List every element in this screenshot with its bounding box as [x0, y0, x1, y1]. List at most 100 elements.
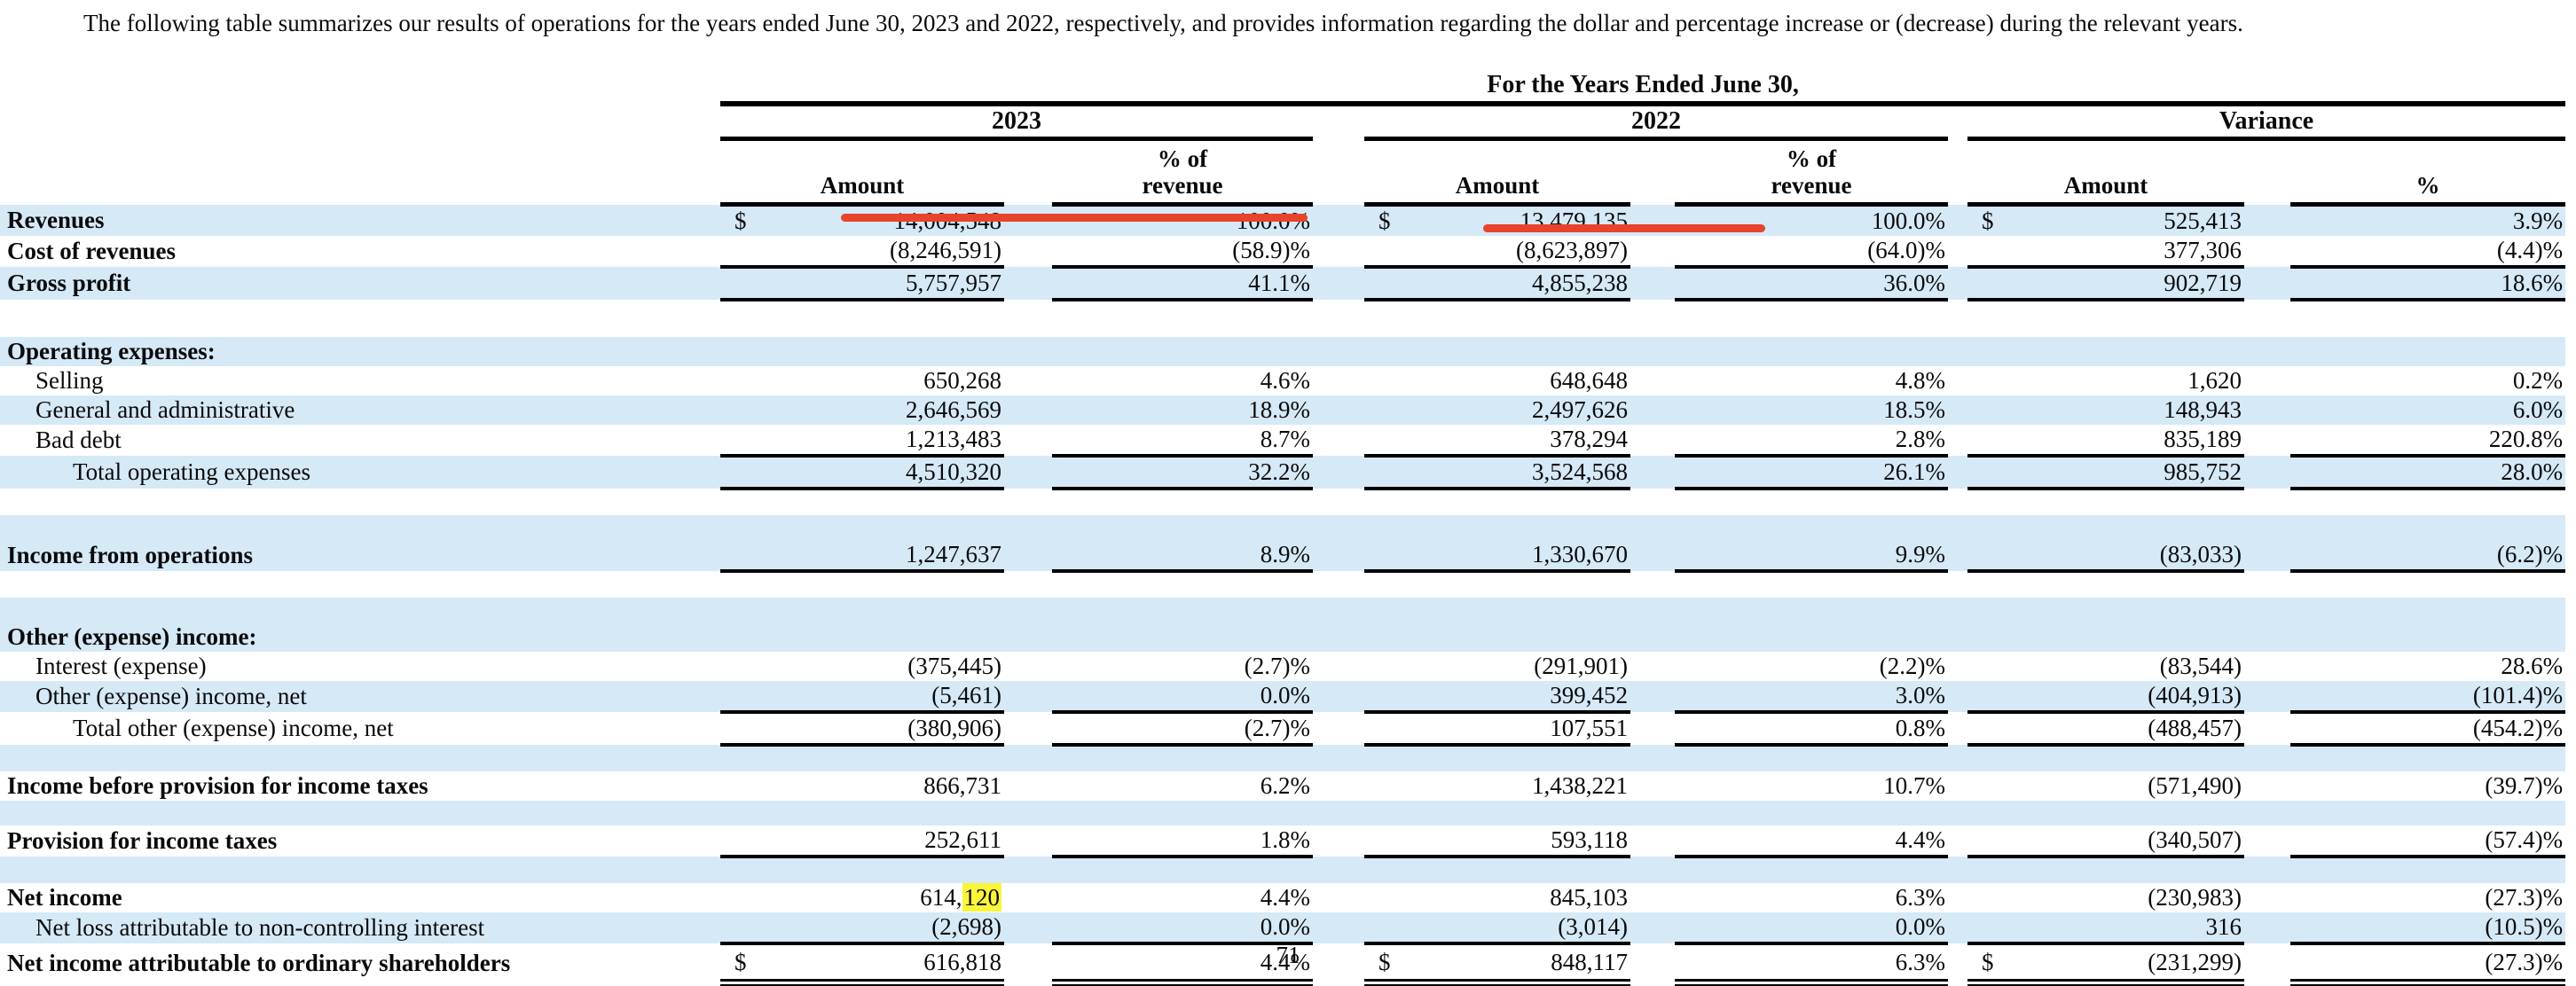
percent-cell: (2.2)%	[1879, 653, 1945, 679]
amount-cell: 1,213,483	[760, 425, 1004, 458]
row-label: Provision for income taxes	[7, 827, 278, 854]
gap-cell	[1004, 745, 1052, 771]
gap-cell	[2244, 883, 2290, 912]
dollar-cell	[1364, 395, 1404, 425]
amount-cell: (340,507)	[2007, 826, 2244, 858]
gap-cell	[1004, 826, 1052, 857]
gap-cell	[1313, 395, 1364, 425]
gap-cell	[1004, 540, 1052, 571]
dollar-cell	[1967, 622, 2007, 652]
gap-cell	[2244, 366, 2290, 395]
row-label: Interest (expense)	[35, 653, 207, 679]
amount-cell	[1404, 801, 1630, 826]
amount-cell	[760, 801, 1004, 826]
gap-cell	[1948, 139, 1967, 205]
percent-cell	[1675, 745, 1948, 771]
amount-cell	[760, 857, 1004, 883]
row-label: Operating expenses:	[0, 337, 720, 366]
gap-cell	[2244, 745, 2290, 771]
gap-cell	[1313, 912, 1364, 943]
gap-cell	[1004, 571, 1052, 598]
percent-cell: 28.0%	[2290, 456, 2566, 490]
gap-cell	[1313, 826, 1364, 857]
spacer-row	[0, 515, 2566, 540]
dollar-cell	[720, 366, 760, 395]
percent-cell: 8.9%	[1052, 540, 1313, 573]
spacer-row	[0, 745, 2566, 771]
percent-cell	[2290, 801, 2566, 826]
gap-cell	[1004, 267, 1052, 300]
gap-cell	[1948, 622, 1967, 652]
dollar-cell	[720, 598, 760, 622]
pct-of-line1: % of	[1157, 145, 1208, 172]
amount-cell	[760, 571, 1004, 598]
percent-cell	[2290, 489, 2565, 515]
dollar-cell: $	[1364, 943, 1404, 986]
gap-cell	[1313, 652, 1364, 681]
gap-cell	[1630, 456, 1675, 489]
results-table-body: Revenues$14,004,548100.0%$13,479,135100.…	[0, 204, 2566, 986]
amount-cell: 1,330,670	[1404, 540, 1630, 573]
dollar-cell	[1364, 515, 1404, 540]
percent-cell	[1675, 571, 1948, 598]
amount-cell	[2007, 300, 2244, 337]
gap-cell	[1004, 515, 1052, 540]
dollar-cell	[720, 515, 760, 540]
gap-cell	[1313, 801, 1364, 826]
percent-cell: (454.2)%	[2290, 712, 2566, 747]
gap-cell	[1313, 489, 1364, 515]
pct-of-line1: % of	[1786, 145, 1837, 172]
dollar-cell	[720, 912, 760, 945]
row-label: Net income attributable to ordinary shar…	[7, 949, 511, 976]
gap-cell	[1948, 456, 1967, 489]
dollar-cell	[1364, 712, 1404, 747]
row-label: Income from operations	[0, 540, 720, 571]
dollar-cell	[1967, 681, 2007, 714]
percent-cell	[2290, 515, 2566, 540]
amount-cell: 866,731	[923, 772, 1001, 799]
gap-cell	[1004, 456, 1052, 489]
spacer-row	[0, 857, 2566, 883]
row-label: Bad debt	[35, 426, 122, 453]
gap-cell	[1630, 425, 1675, 456]
amount-cell: 107,551	[1404, 712, 1630, 747]
amount-cell	[2007, 489, 2244, 515]
percent-cell: 2.8%	[1675, 425, 1948, 458]
empty-cell	[0, 139, 720, 205]
dollar-cell	[1967, 801, 2007, 826]
gap-cell	[2244, 267, 2290, 300]
row-net-income-attributable-shareholders: Net income attributable to ordinary shar…	[0, 943, 2566, 986]
percent-cell	[1675, 857, 1948, 883]
amount-cell	[1404, 515, 1630, 540]
percent-cell: 0.2%	[2512, 367, 2564, 394]
gap-cell	[1004, 771, 1052, 801]
gap-cell	[1313, 745, 1364, 771]
percent-cell	[1052, 857, 1313, 883]
amount-cell: (404,913)	[2007, 681, 2244, 714]
spacer-row	[0, 571, 2565, 598]
amount-cell	[2007, 857, 2244, 883]
amount-cell: 650,268	[923, 367, 1001, 394]
dollar-cell	[1364, 337, 1404, 366]
row-total-operating-expenses: Total operating expenses 4,510,320 32.2% 3,…	[0, 456, 2566, 490]
gap-cell	[1313, 857, 1364, 883]
amount-cell: (380,906)	[760, 712, 1004, 747]
amount-cell: 4,510,320	[760, 456, 1004, 490]
dollar-cell	[1364, 826, 1404, 858]
row-label: Gross profit	[0, 267, 720, 300]
percent-cell: (27.3)%	[2290, 943, 2566, 986]
gap-cell	[2244, 652, 2290, 681]
dollar-cell: $	[720, 943, 760, 986]
dollar-cell	[1967, 489, 2007, 515]
gap-cell	[1004, 857, 1052, 883]
percent-cell	[2290, 337, 2566, 366]
gap-cell	[1630, 366, 1675, 395]
gap-cell	[2244, 300, 2290, 337]
dollar-cell	[1364, 652, 1404, 681]
dollar-cell: $	[1967, 943, 2007, 986]
percent-cell	[2290, 300, 2565, 337]
amount-cell: (230,983)	[2148, 884, 2242, 911]
amount-cell	[1404, 622, 1630, 652]
gap-cell	[1313, 425, 1364, 456]
row-net-loss-attributable-nci: Net loss attributable to non-controlling…	[0, 912, 2566, 945]
